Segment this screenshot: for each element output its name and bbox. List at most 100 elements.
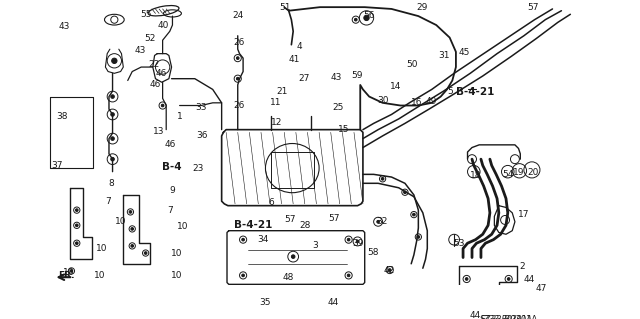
Circle shape bbox=[356, 240, 359, 243]
Text: 44: 44 bbox=[328, 298, 339, 307]
Text: 32: 32 bbox=[376, 217, 387, 226]
Circle shape bbox=[111, 58, 117, 63]
Circle shape bbox=[291, 255, 295, 258]
Text: 29: 29 bbox=[416, 3, 428, 12]
Circle shape bbox=[413, 213, 415, 216]
Circle shape bbox=[131, 245, 134, 247]
Circle shape bbox=[364, 15, 369, 20]
Text: 23: 23 bbox=[193, 164, 204, 173]
Text: B-4-21: B-4-21 bbox=[234, 220, 272, 230]
Text: 34: 34 bbox=[257, 235, 268, 244]
Text: 19: 19 bbox=[513, 168, 524, 177]
Text: 41: 41 bbox=[289, 55, 300, 63]
Circle shape bbox=[131, 227, 134, 230]
Text: 36: 36 bbox=[196, 131, 208, 140]
Text: 37: 37 bbox=[51, 161, 63, 170]
Text: 49: 49 bbox=[425, 97, 436, 106]
Text: 10: 10 bbox=[115, 217, 126, 226]
Text: 46: 46 bbox=[156, 69, 168, 78]
Circle shape bbox=[242, 238, 244, 241]
Text: 16: 16 bbox=[411, 98, 422, 107]
Text: 10: 10 bbox=[63, 268, 74, 277]
Text: 43: 43 bbox=[330, 73, 342, 82]
Text: 53: 53 bbox=[454, 239, 465, 248]
Text: 3: 3 bbox=[313, 241, 319, 250]
Text: 8: 8 bbox=[108, 179, 114, 188]
Text: 14: 14 bbox=[390, 82, 402, 91]
Text: SZ33-B0301A: SZ33-B0301A bbox=[479, 315, 532, 319]
Circle shape bbox=[161, 104, 164, 107]
Circle shape bbox=[111, 95, 115, 98]
Text: 57: 57 bbox=[284, 215, 295, 224]
Circle shape bbox=[129, 211, 132, 213]
Text: 42: 42 bbox=[383, 265, 394, 275]
Circle shape bbox=[381, 177, 384, 180]
Circle shape bbox=[242, 274, 244, 277]
Text: 44: 44 bbox=[524, 275, 535, 284]
Text: SZ33-B0301A: SZ33-B0301A bbox=[480, 315, 538, 319]
Text: 10: 10 bbox=[171, 271, 182, 280]
Circle shape bbox=[111, 113, 115, 116]
Text: 51: 51 bbox=[280, 3, 291, 12]
Text: 6: 6 bbox=[269, 197, 275, 207]
Text: 55: 55 bbox=[141, 10, 152, 19]
Circle shape bbox=[111, 157, 115, 161]
Text: 10: 10 bbox=[171, 249, 182, 257]
Text: 10: 10 bbox=[96, 244, 108, 253]
Text: 35: 35 bbox=[259, 298, 270, 307]
Text: 40: 40 bbox=[158, 20, 169, 30]
Text: 15: 15 bbox=[337, 125, 349, 134]
Text: 7: 7 bbox=[105, 197, 111, 206]
Text: 1: 1 bbox=[177, 112, 182, 121]
Circle shape bbox=[76, 209, 78, 211]
Text: 5: 5 bbox=[447, 87, 453, 96]
Text: 57: 57 bbox=[328, 214, 340, 223]
Circle shape bbox=[348, 238, 350, 241]
Circle shape bbox=[377, 220, 380, 223]
Circle shape bbox=[144, 252, 147, 254]
Text: 28: 28 bbox=[299, 221, 310, 230]
Text: 54: 54 bbox=[502, 170, 513, 179]
Circle shape bbox=[236, 77, 239, 80]
Text: 43: 43 bbox=[134, 47, 146, 56]
Text: 52: 52 bbox=[145, 34, 156, 43]
Text: FR.: FR. bbox=[58, 271, 74, 280]
Text: 7: 7 bbox=[167, 206, 173, 215]
Text: 2: 2 bbox=[519, 262, 525, 271]
Text: 10: 10 bbox=[94, 271, 106, 280]
Text: 50: 50 bbox=[406, 60, 418, 69]
Circle shape bbox=[111, 137, 115, 140]
Text: 25: 25 bbox=[332, 103, 344, 112]
Text: 33: 33 bbox=[195, 103, 207, 112]
Circle shape bbox=[465, 278, 468, 280]
Text: 45: 45 bbox=[458, 48, 470, 57]
Circle shape bbox=[76, 242, 78, 245]
Text: 44: 44 bbox=[470, 311, 481, 319]
Text: 26: 26 bbox=[234, 38, 245, 47]
Text: 31: 31 bbox=[438, 51, 450, 60]
Circle shape bbox=[508, 278, 510, 280]
Text: 24: 24 bbox=[232, 11, 243, 20]
Circle shape bbox=[404, 191, 406, 194]
Circle shape bbox=[70, 270, 73, 272]
Text: 39: 39 bbox=[353, 239, 364, 248]
Circle shape bbox=[417, 236, 420, 238]
Text: 59: 59 bbox=[351, 70, 362, 80]
Text: 27: 27 bbox=[298, 74, 310, 83]
Circle shape bbox=[465, 307, 468, 310]
Text: 43: 43 bbox=[59, 22, 70, 31]
Text: B-4: B-4 bbox=[162, 162, 181, 172]
Text: 46: 46 bbox=[150, 80, 161, 89]
Text: 56: 56 bbox=[364, 11, 375, 20]
Text: 17: 17 bbox=[518, 210, 530, 219]
Text: 11: 11 bbox=[271, 98, 282, 107]
Text: 46: 46 bbox=[165, 140, 177, 149]
Text: 21: 21 bbox=[276, 87, 287, 96]
Text: 47: 47 bbox=[535, 284, 547, 293]
Text: 9: 9 bbox=[170, 186, 175, 195]
Text: B-4-21: B-4-21 bbox=[456, 87, 494, 97]
Text: 4: 4 bbox=[296, 42, 302, 51]
Circle shape bbox=[388, 269, 391, 271]
Text: 57: 57 bbox=[527, 3, 539, 12]
Text: 38: 38 bbox=[57, 112, 68, 121]
